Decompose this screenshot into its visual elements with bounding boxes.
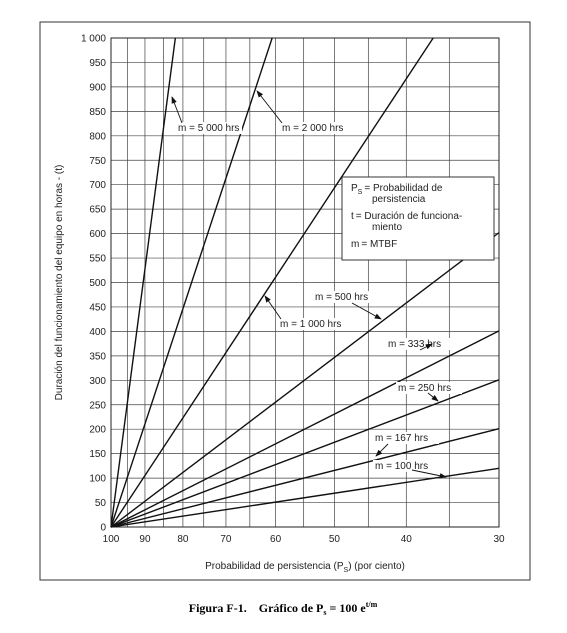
caption-text: = 100 e (327, 601, 367, 615)
y-tick-label: 750 (89, 156, 106, 167)
plot-border (110, 37, 500, 528)
x-label-sub: S (344, 567, 349, 574)
y-tick-label: 650 (89, 205, 106, 216)
series-label: m = 5 000 hrs (178, 123, 239, 134)
series-line (110, 467, 500, 528)
key-symbol: P (351, 183, 358, 194)
label-arrow (351, 302, 382, 320)
series-line (110, 330, 500, 528)
series-label: m = 1 000 hrs (280, 319, 341, 330)
series-line (110, 37, 273, 528)
x-tick-label: 90 (139, 534, 151, 545)
x-label-text: Probabilidad de persistencia (P (205, 561, 344, 572)
series-line (110, 379, 500, 528)
y-tick-label: 850 (89, 107, 106, 118)
y-tick-label: 900 (89, 82, 106, 93)
label-arrow (171, 96, 183, 124)
y-tick-label: 950 (89, 58, 106, 69)
x-label-text: ) (por ciento) (348, 561, 405, 572)
frame (39, 21, 531, 581)
caption-text: Gráfico de P (259, 601, 324, 615)
key-text: m = MTBF (351, 239, 397, 250)
series-label: m = 333 hrs (388, 339, 441, 350)
label-arrow (256, 90, 283, 124)
y-tick-label: 450 (89, 302, 106, 313)
key-symbol: t (351, 211, 354, 222)
series-line (110, 37, 434, 528)
series-label: m = 167 hrs (375, 433, 428, 444)
label-arrow (427, 392, 439, 402)
x-tick-label: 100 (103, 534, 120, 545)
caption-label: Figura F-1. (189, 601, 247, 615)
label-bg (386, 338, 452, 350)
key-line: miento (372, 222, 402, 233)
series-label: m = 100 hrs (375, 461, 428, 472)
label-bg (280, 122, 346, 134)
key-text: PS = Probabilidad de (351, 183, 443, 196)
y-tick-label: 50 (95, 498, 107, 509)
series-label: m = 500 hrs (315, 292, 368, 303)
label-arrow (375, 443, 389, 457)
y-tick-label: 250 (89, 400, 106, 411)
y-tick-label: 700 (89, 180, 106, 191)
y-tick-label: 100 (89, 474, 106, 485)
x-tick-label: 80 (177, 534, 189, 545)
x-tick-label: 40 (401, 534, 413, 545)
x-tick-label: 30 (493, 534, 505, 545)
key-line: = Probabilidad de (364, 183, 443, 194)
y-tick-label: 550 (89, 254, 106, 265)
x-axis-label: Probabilidad de persistencia (PS) (por c… (205, 561, 405, 574)
y-tick-label: 300 (89, 376, 106, 387)
key-line: = MTBF (361, 239, 397, 250)
key-box (341, 176, 495, 261)
label-bg (278, 318, 344, 330)
y-tick-label: 500 (89, 278, 106, 289)
y-tick-label: 0 (100, 523, 106, 534)
caption-sub: s (323, 608, 326, 617)
key-text: miento (372, 222, 402, 233)
label-bg (176, 122, 242, 134)
key-text: t = Duración de funciona- (351, 211, 462, 222)
label-arrow (419, 343, 433, 351)
x-tick-label: 70 (220, 534, 232, 545)
label-bg (313, 291, 379, 303)
label-bg (396, 382, 462, 394)
key-sub: S (358, 189, 363, 196)
series-line (110, 428, 500, 528)
key-line: = Duración de funciona- (356, 211, 462, 222)
key-text: persistencia (372, 194, 426, 205)
key-line: persistencia (372, 194, 426, 205)
x-tick-label: 60 (270, 534, 282, 545)
caption: Figura F-1. Gráfico de Ps = 100 et/m (189, 600, 378, 617)
y-tick-label: 1 000 (81, 34, 106, 45)
y-tick-label: 800 (89, 131, 106, 142)
x-tick-label: 50 (329, 534, 341, 545)
y-axis-label: Duración del funcionamiento del equipo e… (54, 165, 65, 401)
label-arrow (411, 469, 447, 479)
series-line (110, 232, 500, 528)
label-bg (373, 432, 439, 444)
y-tick-label: 350 (89, 351, 106, 362)
series-line (110, 37, 177, 528)
y-tick-label: 150 (89, 449, 106, 460)
key-symbol: m (351, 239, 359, 250)
series-label: m = 2 000 hrs (282, 123, 343, 134)
y-tick-label: 600 (89, 229, 106, 240)
y-tick-label: 200 (89, 425, 106, 436)
series-label: m = 250 hrs (398, 383, 451, 394)
y-tick-label: 400 (89, 327, 106, 338)
caption-sup: t/m (366, 600, 378, 609)
label-arrow (264, 295, 282, 320)
label-bg (373, 460, 439, 472)
